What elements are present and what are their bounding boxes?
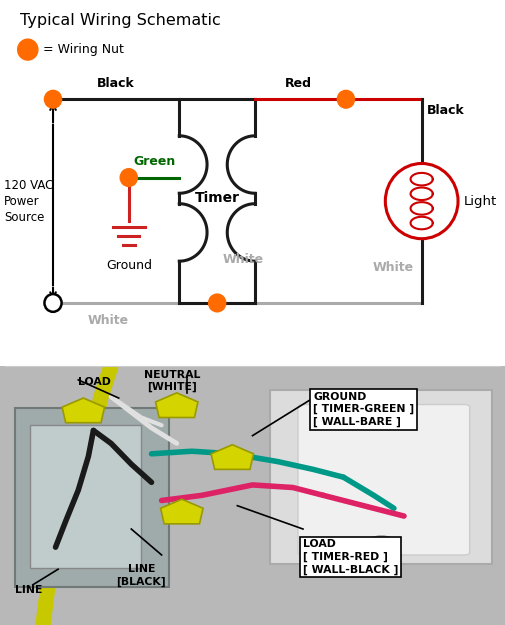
Text: White: White <box>373 261 414 274</box>
Circle shape <box>367 399 395 413</box>
FancyBboxPatch shape <box>0 366 505 625</box>
Text: White: White <box>88 314 129 328</box>
FancyBboxPatch shape <box>30 425 141 568</box>
Polygon shape <box>156 393 198 418</box>
Text: Red: Red <box>284 77 312 90</box>
Text: GROUND
[ TIMER-GREEN ]
[ WALL-BARE ]: GROUND [ TIMER-GREEN ] [ WALL-BARE ] <box>313 391 414 427</box>
Polygon shape <box>62 398 105 422</box>
FancyBboxPatch shape <box>270 390 492 564</box>
Circle shape <box>120 169 137 186</box>
Polygon shape <box>211 445 254 469</box>
Text: LOAD: LOAD <box>78 378 111 388</box>
Circle shape <box>337 91 355 108</box>
Circle shape <box>367 536 395 551</box>
Text: Typical Wiring Schematic: Typical Wiring Schematic <box>20 13 221 28</box>
Text: LINE: LINE <box>15 585 42 595</box>
Text: Green: Green <box>133 155 175 168</box>
Circle shape <box>209 294 226 312</box>
FancyBboxPatch shape <box>298 404 470 555</box>
Text: Light: Light <box>464 194 497 208</box>
Text: Ground: Ground <box>106 259 152 271</box>
Text: 120 VAC
Power
Source: 120 VAC Power Source <box>4 179 54 224</box>
Circle shape <box>18 39 38 60</box>
Text: = Wiring Nut: = Wiring Nut <box>43 43 124 56</box>
Circle shape <box>385 164 458 239</box>
Text: NEUTRAL
[WHITE]: NEUTRAL [WHITE] <box>143 369 200 392</box>
Text: LOAD
[ TIMER-RED ]
[ WALL-BLACK ]: LOAD [ TIMER-RED ] [ WALL-BLACK ] <box>303 539 398 575</box>
FancyBboxPatch shape <box>15 408 169 588</box>
Text: Timer: Timer <box>194 191 240 206</box>
Text: Black: Black <box>427 104 465 118</box>
Text: LINE
[BLACK]: LINE [BLACK] <box>117 564 166 587</box>
Circle shape <box>44 294 62 312</box>
Polygon shape <box>161 499 203 524</box>
Circle shape <box>44 91 62 108</box>
Text: White: White <box>222 253 263 266</box>
Text: Black: Black <box>97 77 135 90</box>
